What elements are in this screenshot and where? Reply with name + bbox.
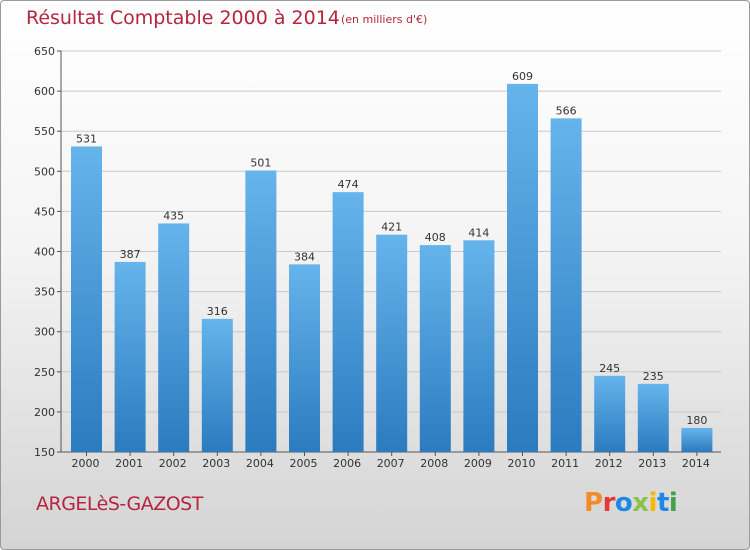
x-tick-label: 2007: [377, 457, 405, 470]
bar-2000: [71, 146, 102, 453]
x-tick-label: 2004: [246, 457, 274, 470]
value-label: 245: [599, 362, 620, 375]
value-label: 566: [556, 104, 577, 117]
proxiti-logo: Proxiti: [584, 488, 678, 518]
x-tick-label: 2002: [159, 457, 187, 470]
y-tick-label: 350: [34, 286, 55, 299]
x-tick-label: 2001: [115, 457, 143, 470]
bar-2011: [550, 118, 582, 453]
value-label: 501: [250, 156, 271, 169]
value-label: 316: [207, 305, 228, 318]
logo-letter: x: [632, 488, 649, 518]
x-tick-label: 2010: [508, 457, 536, 470]
logo-letter: o: [614, 488, 633, 518]
bar-2007: [376, 234, 408, 452]
x-tick-label: 2011: [551, 457, 579, 470]
town-name: ARGELèS-GAZOST: [36, 493, 203, 515]
bar-2001: [114, 261, 146, 452]
bar-2010: [507, 83, 538, 452]
x-tick-label: 2003: [202, 457, 230, 470]
bars: [71, 83, 713, 453]
value-label: 474: [338, 178, 359, 191]
labels: 150 200 250 300 350 400 450 500 550 600 650 531 2000…: [34, 45, 710, 470]
bar-2002: [158, 223, 190, 452]
y-tick-label: 200: [34, 406, 55, 419]
bar-2014: [681, 427, 713, 452]
chart-title: Résultat Comptable 2000 à 2014: [26, 7, 340, 29]
y-tick-label: 650: [34, 45, 55, 58]
x-tick-label: 2005: [290, 457, 318, 470]
y-tick-label: 500: [34, 165, 55, 178]
value-label: 180: [686, 414, 707, 427]
bar-2009: [463, 240, 495, 452]
logo-letter: P: [584, 488, 603, 518]
y-tick-label: 150: [34, 446, 55, 459]
value-label: 609: [512, 70, 533, 83]
logo-letter: i: [648, 488, 658, 518]
bar-2004: [245, 170, 277, 453]
x-tick-label: 2014: [682, 457, 710, 470]
bar-2005: [289, 264, 320, 452]
y-tick-label: 450: [34, 205, 55, 218]
logo-letter: i: [668, 488, 678, 518]
value-label: 421: [381, 221, 402, 234]
value-label: 531: [76, 132, 97, 145]
bar-2008: [419, 245, 451, 452]
logo-letter: r: [602, 488, 616, 518]
x-tick-label: 2000: [72, 457, 100, 470]
y-tick-label: 250: [34, 366, 55, 379]
y-tick-label: 550: [34, 125, 55, 138]
y-tick-label: 400: [34, 246, 55, 259]
bar-2012: [594, 375, 626, 452]
value-label: 435: [163, 209, 184, 222]
value-label: 408: [425, 231, 446, 244]
chart-unit: (en milliers d'€): [341, 13, 428, 26]
x-tick-label: 2013: [638, 457, 666, 470]
value-label: 235: [643, 370, 664, 383]
value-label: 387: [120, 248, 141, 261]
bar-2013: [637, 383, 669, 452]
x-tick-label: 2012: [595, 457, 623, 470]
x-tick-label: 2006: [333, 457, 361, 470]
y-tick-label: 300: [34, 326, 55, 339]
value-label: 414: [468, 226, 489, 239]
x-tick-label: 2008: [420, 457, 448, 470]
bar-2006: [332, 192, 364, 453]
y-tick-label: 600: [34, 85, 55, 98]
bar-2003: [201, 318, 233, 452]
value-label: 384: [294, 250, 315, 263]
logo-letter: t: [656, 488, 669, 518]
x-tick-label: 2009: [464, 457, 492, 470]
